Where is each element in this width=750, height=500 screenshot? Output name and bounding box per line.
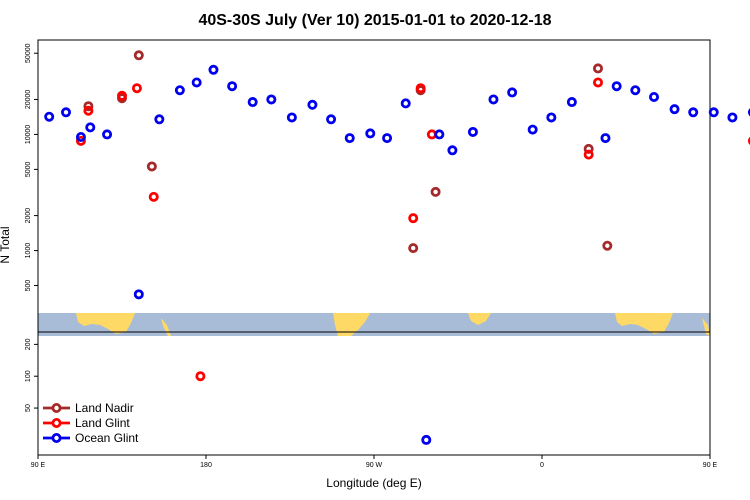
land-glint-point xyxy=(83,105,94,116)
ocean-strip xyxy=(38,313,710,336)
y-tick-label: 500 xyxy=(25,280,32,292)
axes: 90 E 180 90 W 0 90 E 500 1000 2000 5000 10000 2000… xyxy=(25,39,718,469)
ocean-glint-point xyxy=(286,112,297,123)
y-axis-label: N Total xyxy=(0,226,12,263)
legend-label: Land Glint xyxy=(75,416,130,430)
ocean-glint-point xyxy=(266,94,277,105)
land-nadir-point xyxy=(83,101,94,112)
ocean-glint-point xyxy=(102,129,113,140)
land-glint-point xyxy=(408,213,419,224)
y-tick-label: 50000 xyxy=(25,43,32,63)
x-tick-label: 0 xyxy=(540,462,544,469)
land-nadir-point xyxy=(133,50,144,61)
legend-marker xyxy=(51,417,62,428)
y-tick-label: 10000 xyxy=(25,125,32,145)
land-nadir-point xyxy=(146,161,157,172)
legend-label: Land Nadir xyxy=(75,401,134,415)
land-nadir-point xyxy=(408,243,419,254)
x-tick-label: 180 xyxy=(200,462,212,469)
ocean-glint-point xyxy=(75,132,86,143)
ocean-glint-point xyxy=(247,97,258,108)
y-tick-label: 2000 xyxy=(25,208,32,224)
data-points xyxy=(44,50,750,445)
landmass-south-africa xyxy=(468,313,491,325)
world-map-strip xyxy=(38,313,710,336)
legend-label: Ocean Glint xyxy=(75,431,139,445)
ocean-glint-point xyxy=(154,114,165,125)
y-tick-label: 100 xyxy=(25,370,32,382)
ocean-glint-point xyxy=(747,108,750,117)
landmass-south-america xyxy=(333,313,370,336)
ocean-glint-point xyxy=(208,64,219,75)
ocean-glint-point xyxy=(630,85,641,96)
land-nadir-point xyxy=(430,186,441,197)
land-glint-point xyxy=(131,83,142,94)
ocean-glint-point xyxy=(447,145,458,156)
ocean-glint-point xyxy=(727,112,738,123)
ocean-glint-point xyxy=(467,126,478,137)
ocean-glint-point xyxy=(344,133,355,144)
landmass-australia xyxy=(76,313,135,334)
ocean-glint-point xyxy=(566,97,577,108)
land-glint-point xyxy=(75,135,86,146)
ocean-glint-point xyxy=(649,91,660,102)
ocean-glint-point xyxy=(85,122,96,133)
ocean-glint-point xyxy=(421,434,432,445)
ocean-glint-point xyxy=(365,128,376,139)
legend-marker xyxy=(51,402,62,413)
x-tick-label: 90 W xyxy=(366,462,383,469)
ocean-glint-point xyxy=(546,112,557,123)
land-nadir-point xyxy=(602,240,613,251)
ocean-glint-point xyxy=(688,107,699,118)
land-glint-point xyxy=(148,191,159,202)
x-axis-label: Longitude (deg E) xyxy=(326,476,421,490)
ocean-glint-point xyxy=(527,124,538,135)
land-nadir-point xyxy=(583,143,594,154)
ocean-glint-point xyxy=(611,81,622,92)
ocean-glint-point xyxy=(488,94,499,105)
ocean-glint-point xyxy=(326,114,337,125)
y-tick-label: 200 xyxy=(25,338,32,350)
legend-marker xyxy=(51,432,62,443)
land-glint-point xyxy=(593,77,604,88)
ocean-glint-point xyxy=(44,111,55,122)
land-glint-point xyxy=(747,136,750,145)
land-glint-point xyxy=(415,83,426,94)
ocean-glint-point xyxy=(600,133,611,144)
ocean-glint-point xyxy=(708,107,719,118)
ocean-glint-point xyxy=(61,107,72,118)
land-glint-point xyxy=(117,90,128,101)
x-tick-label: 90 E xyxy=(31,462,46,469)
land-glint-point xyxy=(583,149,594,160)
chart-title: 40S-30S July (Ver 10) 2015-01-01 to 2020… xyxy=(198,12,551,29)
ocean-glint-point xyxy=(191,77,202,88)
ocean-glint-point xyxy=(434,129,445,140)
landmass-australia-repeat xyxy=(615,313,673,334)
y-tick-label: 50 xyxy=(25,404,32,412)
y-tick-label: 20000 xyxy=(25,90,32,110)
ocean-glint-point xyxy=(400,98,411,109)
land-glint-point xyxy=(195,371,206,382)
ocean-glint-point xyxy=(507,87,518,98)
ocean-glint-point xyxy=(227,81,238,92)
ocean-glint-point xyxy=(133,289,144,300)
y-tick-label: 1000 xyxy=(25,243,32,259)
ocean-glint-point xyxy=(669,104,680,115)
ocean-glint-point xyxy=(307,99,318,110)
ocean-glint-point xyxy=(382,133,393,144)
x-tick-label: 90 E xyxy=(703,462,718,469)
land-nadir-point xyxy=(593,63,604,74)
ocean-glint-point xyxy=(174,85,185,96)
y-tick-label: 5000 xyxy=(25,161,32,177)
